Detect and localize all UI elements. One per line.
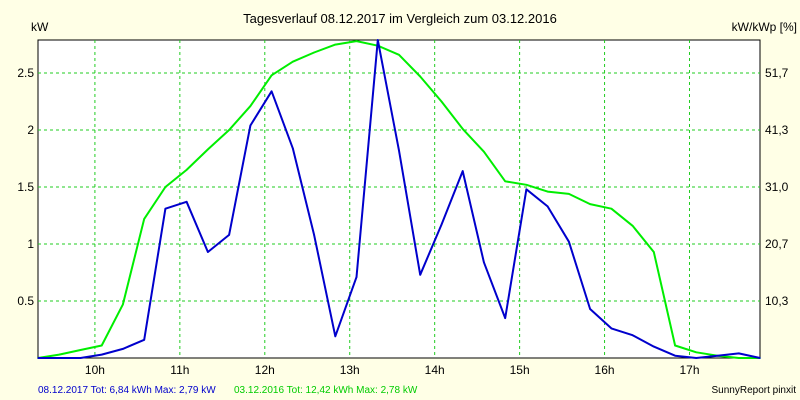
data-point-1-10 <box>249 105 252 107</box>
y-left-tick-label-0: 0.5 <box>17 294 34 308</box>
chart-title: Tagesverlauf 08.12.2017 im Vergleich zum… <box>243 11 557 26</box>
data-point-1-13 <box>313 51 315 54</box>
data-point-0-12 <box>313 234 315 236</box>
data-point-1-6 <box>164 186 167 188</box>
data-point-0-25 <box>589 308 591 310</box>
data-point-1-21 <box>483 150 485 153</box>
data-point-0-13 <box>334 335 337 338</box>
data-point-0-22 <box>525 188 528 191</box>
data-point-0-16 <box>398 149 400 152</box>
x-tick-label-0: 10h <box>85 363 105 377</box>
data-point-1-29 <box>653 251 655 253</box>
data-point-0-19 <box>461 170 464 172</box>
data-point-1-28 <box>631 224 634 227</box>
y-right-tick-label-3: 41,3 <box>765 123 789 137</box>
data-point-1-15 <box>355 40 358 42</box>
data-point-1-12 <box>292 60 294 63</box>
y-left-tick-label-1: 1 <box>27 237 34 251</box>
y-left-tick-label-4: 2.5 <box>17 66 34 80</box>
data-point-1-31 <box>695 351 698 354</box>
series-0 <box>37 39 761 359</box>
x-tick-label-1: 11h <box>170 363 189 377</box>
data-point-0-0 <box>37 357 39 359</box>
data-point-0-6 <box>185 201 188 203</box>
tick-labels: 10h 11h 12h 13h 14h 15h 16h 17h 0.5 10,3 1 20,7 1.5 3… <box>17 66 788 377</box>
data-point-0-7 <box>207 251 209 253</box>
y-left-tick-label-2: 1.5 <box>17 180 34 194</box>
data-point-0-1 <box>79 357 82 359</box>
series-line-0 <box>38 39 761 359</box>
data-point-0-23 <box>546 205 549 208</box>
data-point-0-10 <box>270 90 273 93</box>
data-point-1-9 <box>228 129 230 131</box>
data-point-1-11 <box>270 74 273 77</box>
x-tick-label-6: 16h <box>595 363 615 377</box>
grid-lines <box>38 40 760 358</box>
plot-area <box>37 39 761 359</box>
x-tick-label-7: 17h <box>679 363 699 377</box>
y-right-tick-label-0: 10,3 <box>765 294 789 308</box>
data-point-1-33 <box>737 357 740 359</box>
data-point-0-9 <box>249 124 252 127</box>
data-point-0-15 <box>376 39 379 41</box>
data-point-0-20 <box>483 261 485 264</box>
data-point-1-30 <box>674 344 676 347</box>
data-point-1-3 <box>100 344 103 347</box>
data-point-1-27 <box>610 207 613 210</box>
data-point-0-31 <box>716 354 719 357</box>
footer-credit: SunnyReport pinxit <box>712 385 797 396</box>
right-axis-unit: kW/kWp [%] <box>732 20 797 34</box>
data-point-1-19 <box>440 100 443 103</box>
data-point-0-17 <box>419 273 422 276</box>
series-1 <box>37 40 761 359</box>
data-point-0-26 <box>610 327 613 330</box>
left-axis-unit: kW <box>31 20 49 34</box>
y-right-tick-label-1: 20,7 <box>765 237 789 251</box>
data-point-1-1 <box>58 353 61 356</box>
series-layer <box>37 39 761 359</box>
data-point-0-4 <box>143 338 145 341</box>
data-point-1-18 <box>419 75 422 78</box>
data-point-1-24 <box>546 190 549 193</box>
data-point-0-11 <box>292 147 294 150</box>
data-point-1-25 <box>568 193 570 195</box>
data-point-1-22 <box>504 180 506 183</box>
data-point-0-8 <box>228 234 230 236</box>
data-point-1-4 <box>122 303 124 306</box>
y-left-tick-label-3: 2 <box>27 123 34 137</box>
data-point-0-5 <box>164 207 167 210</box>
data-point-0-27 <box>631 334 634 337</box>
x-tick-label-5: 15h <box>510 363 530 377</box>
data-point-1-23 <box>525 183 528 186</box>
x-tick-label-4: 14h <box>425 363 445 377</box>
data-point-1-8 <box>207 148 209 151</box>
data-point-0-18 <box>440 223 443 226</box>
data-point-0-30 <box>695 357 698 359</box>
data-point-0-21 <box>504 317 506 319</box>
data-point-1-17 <box>398 54 400 56</box>
data-point-1-14 <box>334 43 337 46</box>
data-point-0-3 <box>122 348 124 350</box>
data-point-0-28 <box>653 345 655 348</box>
y-right-tick-label-4: 51,7 <box>765 66 789 80</box>
x-tick-label-2: 12h <box>255 363 275 377</box>
data-point-1-5 <box>143 218 145 220</box>
x-tick-label-3: 13h <box>340 363 360 377</box>
data-point-0-32 <box>737 352 740 355</box>
data-point-1-26 <box>589 203 591 205</box>
data-point-0-2 <box>100 353 103 356</box>
data-point-1-2 <box>79 349 82 351</box>
data-point-0-33 <box>759 357 761 359</box>
data-point-1-7 <box>185 169 188 171</box>
y-right-tick-label-2: 31,0 <box>765 180 789 194</box>
data-point-0-24 <box>568 240 570 243</box>
footer-series1-summary: 08.12.2017 Tot: 6,84 kWh Max: 2,79 kW <box>38 385 216 396</box>
footer-series2-summary: 03.12.2016 Tot: 12,42 kWh Max: 2,78 kW <box>234 385 418 396</box>
data-point-1-20 <box>461 128 464 130</box>
data-point-0-14 <box>355 276 358 278</box>
data-point-0-29 <box>674 354 676 357</box>
